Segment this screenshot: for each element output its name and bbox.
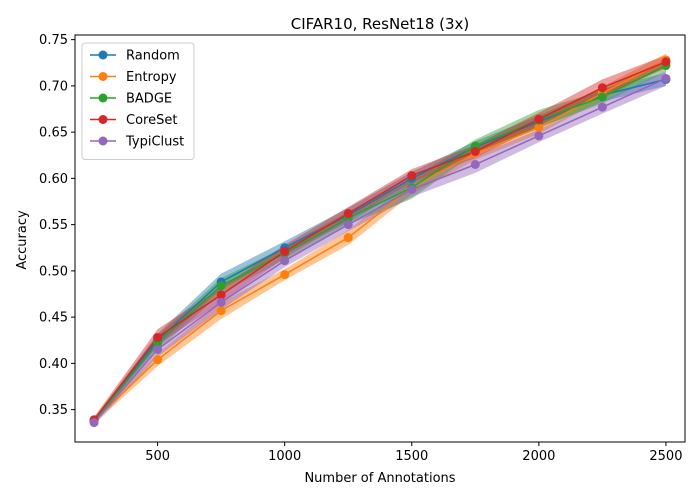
point-entropy [153,355,163,365]
point-typiclust [153,345,163,354]
x-axis-label: Number of Annotations [304,471,455,486]
y-tick-label: 0.55 [39,218,68,233]
y-tick-label: 0.70 [39,79,68,94]
legend-label-typiclust: TypiClust [125,135,184,150]
legend: Random Entropy BADGE CoreSet TypiClust [81,42,195,160]
y-tick-label: 0.50 [39,264,68,279]
point-coreset [216,290,226,300]
legend-label-random: Random [126,49,180,64]
point-coreset [407,171,417,181]
y-tick-label: 0.35 [39,403,68,418]
y-tick-label: 0.60 [39,172,68,187]
legend-marker-random [98,50,108,60]
point-typiclust [407,184,417,194]
band-coreset [94,55,666,423]
line-entropy [93,59,667,422]
point-entropy [534,123,544,132]
point-typiclust [216,297,226,307]
line-coreset [93,61,667,421]
legend-marker-badge [98,93,108,103]
band-badge [94,59,666,424]
point-coreset [470,147,480,157]
point-typiclust [280,256,290,266]
point-typiclust [534,131,544,141]
y-tick-label: 0.45 [39,311,68,326]
legend-box [81,42,195,160]
legend-label-coreset: CoreSet [126,113,177,128]
chart-title: CIFAR10, ResNet18 (3x) [291,15,470,33]
point-coreset [661,57,671,67]
legend-marker-coreset [98,115,108,124]
point-coreset [534,114,544,124]
x-tick-label: 1500 [395,449,428,464]
point-typiclust [597,102,607,112]
line-badge [93,64,667,422]
point-coreset [153,332,163,342]
y-axis-ticks: 0.35 0.40 0.45 0.50 0.55 0.60 0.65 0.70 0.75 [39,33,75,418]
point-coreset [597,83,607,93]
y-tick-label: 0.40 [39,357,68,372]
x-tick-label: 2500 [649,449,682,464]
plot-frame [74,34,686,443]
point-entropy [280,270,290,280]
point-typiclust [661,73,671,83]
legend-label-entropy: Entropy [126,70,177,85]
legend-marker-entropy [98,72,108,81]
point-typiclust [343,220,353,230]
line-typiclust [93,77,667,424]
point-entropy [216,306,226,316]
point-typiclust [89,418,99,428]
y-tick-label: 0.75 [39,33,68,48]
band-typiclust [94,71,666,426]
y-tick-label: 0.65 [39,126,68,141]
legend-label-badge: BADGE [126,92,172,107]
series-lines [93,59,667,424]
y-axis-label: Accuracy [15,210,30,270]
point-coreset [343,209,353,219]
legend-marker-typiclust [98,136,108,146]
point-entropy [343,233,353,243]
x-tick-label: 2000 [522,449,555,464]
x-tick-label: 500 [145,449,170,464]
x-axis-ticks: 500 1000 1500 2000 2500 [145,442,682,464]
point-badge [216,281,226,291]
point-coreset [280,246,290,256]
series-points [89,55,671,428]
point-badge [597,92,607,102]
x-tick-label: 1000 [268,449,301,464]
point-typiclust [470,160,480,169]
